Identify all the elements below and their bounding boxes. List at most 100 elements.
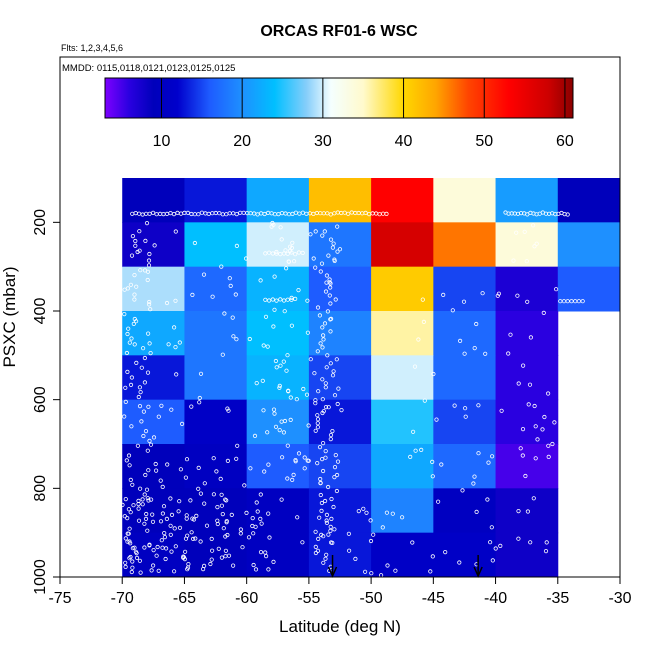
sample-marker xyxy=(312,371,317,376)
sample-marker xyxy=(125,515,130,521)
sample-marker xyxy=(130,559,135,564)
sample-marker xyxy=(324,512,329,518)
sample-marker xyxy=(321,560,326,565)
sample-marker xyxy=(430,554,435,559)
heatmap-cell xyxy=(433,266,497,312)
sample-marker xyxy=(346,548,352,553)
sample-marker xyxy=(122,311,127,317)
sample-marker xyxy=(320,377,325,382)
sample-marker xyxy=(302,466,307,471)
sample-marker xyxy=(234,337,239,342)
heatmap-cell xyxy=(371,266,434,312)
sample-marker xyxy=(142,355,147,361)
sample-marker xyxy=(133,238,138,244)
sample-marker xyxy=(146,258,152,263)
sample-marker xyxy=(287,248,293,253)
sample-marker xyxy=(131,321,136,326)
sample-marker xyxy=(123,496,128,502)
sample-marker xyxy=(219,492,224,497)
sample-marker xyxy=(258,516,263,522)
sample-marker xyxy=(393,568,398,573)
sample-marker xyxy=(124,458,129,463)
sample-marker xyxy=(318,269,323,274)
sample-marker xyxy=(172,325,177,330)
sample-marker xyxy=(301,386,306,392)
sample-marker xyxy=(242,483,247,488)
sample-marker xyxy=(333,452,338,458)
sample-marker xyxy=(151,435,157,440)
sample-marker xyxy=(546,443,551,448)
sample-marker xyxy=(279,237,284,242)
sample-marker xyxy=(296,250,301,255)
sample-marker xyxy=(126,326,131,331)
sample-marker xyxy=(542,414,547,420)
sample-marker xyxy=(126,531,131,536)
sample-marker xyxy=(223,497,228,502)
sample-marker xyxy=(251,531,256,536)
y-tick-label: 200 xyxy=(32,209,49,236)
sample-marker xyxy=(147,302,152,307)
sample-marker xyxy=(226,553,232,558)
sample-marker xyxy=(190,292,195,297)
sample-marker xyxy=(271,407,277,412)
sample-marker xyxy=(498,543,503,549)
sample-marker xyxy=(499,408,504,413)
sample-marker xyxy=(328,301,333,306)
sample-marker xyxy=(146,468,151,473)
sample-marker xyxy=(266,567,271,572)
y-tick-label: 1000 xyxy=(32,559,49,595)
sample-marker xyxy=(159,538,164,543)
sample-marker xyxy=(300,210,305,215)
heatmap-cell xyxy=(371,178,434,223)
sample-marker xyxy=(244,510,249,516)
sample-marker xyxy=(123,399,128,404)
sample-marker xyxy=(476,451,481,456)
sample-marker xyxy=(183,549,188,554)
sample-marker xyxy=(145,277,150,283)
sample-marker xyxy=(134,319,139,324)
sample-marker xyxy=(290,477,295,482)
sample-marker xyxy=(319,508,324,513)
sample-marker xyxy=(158,519,164,524)
sample-marker xyxy=(183,536,189,541)
sample-marker xyxy=(316,536,321,542)
sample-marker xyxy=(201,272,207,277)
sample-marker xyxy=(134,555,140,561)
heatmap-cell xyxy=(495,222,559,268)
sample-marker xyxy=(293,252,298,257)
sample-marker xyxy=(137,403,143,409)
heatmap-cell xyxy=(308,266,372,312)
sample-marker xyxy=(329,496,334,502)
x-tick-label: -50 xyxy=(360,590,383,607)
sample-marker xyxy=(361,506,366,511)
heatmap-cell xyxy=(433,311,497,356)
sample-marker xyxy=(531,496,536,501)
sample-marker xyxy=(295,515,300,520)
sample-marker xyxy=(272,307,277,312)
sample-marker xyxy=(408,454,413,459)
sample-marker xyxy=(320,397,325,402)
sample-marker xyxy=(247,336,252,342)
sample-marker xyxy=(281,359,286,364)
sample-marker xyxy=(327,277,332,282)
sample-marker xyxy=(267,535,272,540)
sample-marker xyxy=(191,536,196,542)
sample-marker xyxy=(251,562,256,568)
heatmap-cell xyxy=(184,355,248,401)
sample-marker xyxy=(129,424,134,429)
sample-marker xyxy=(154,553,159,558)
sample-marker xyxy=(263,297,268,302)
sample-marker xyxy=(158,478,163,483)
sample-marker xyxy=(384,510,389,515)
sample-marker xyxy=(198,491,203,496)
sample-marker xyxy=(222,311,227,316)
sample-marker xyxy=(325,484,331,490)
sample-marker xyxy=(435,499,441,504)
heatmap-cell xyxy=(433,355,497,401)
sample-marker xyxy=(565,212,570,217)
sample-marker xyxy=(318,476,323,482)
sample-marker xyxy=(273,424,279,429)
heatmap-cell xyxy=(557,222,621,268)
sample-marker xyxy=(240,545,245,550)
